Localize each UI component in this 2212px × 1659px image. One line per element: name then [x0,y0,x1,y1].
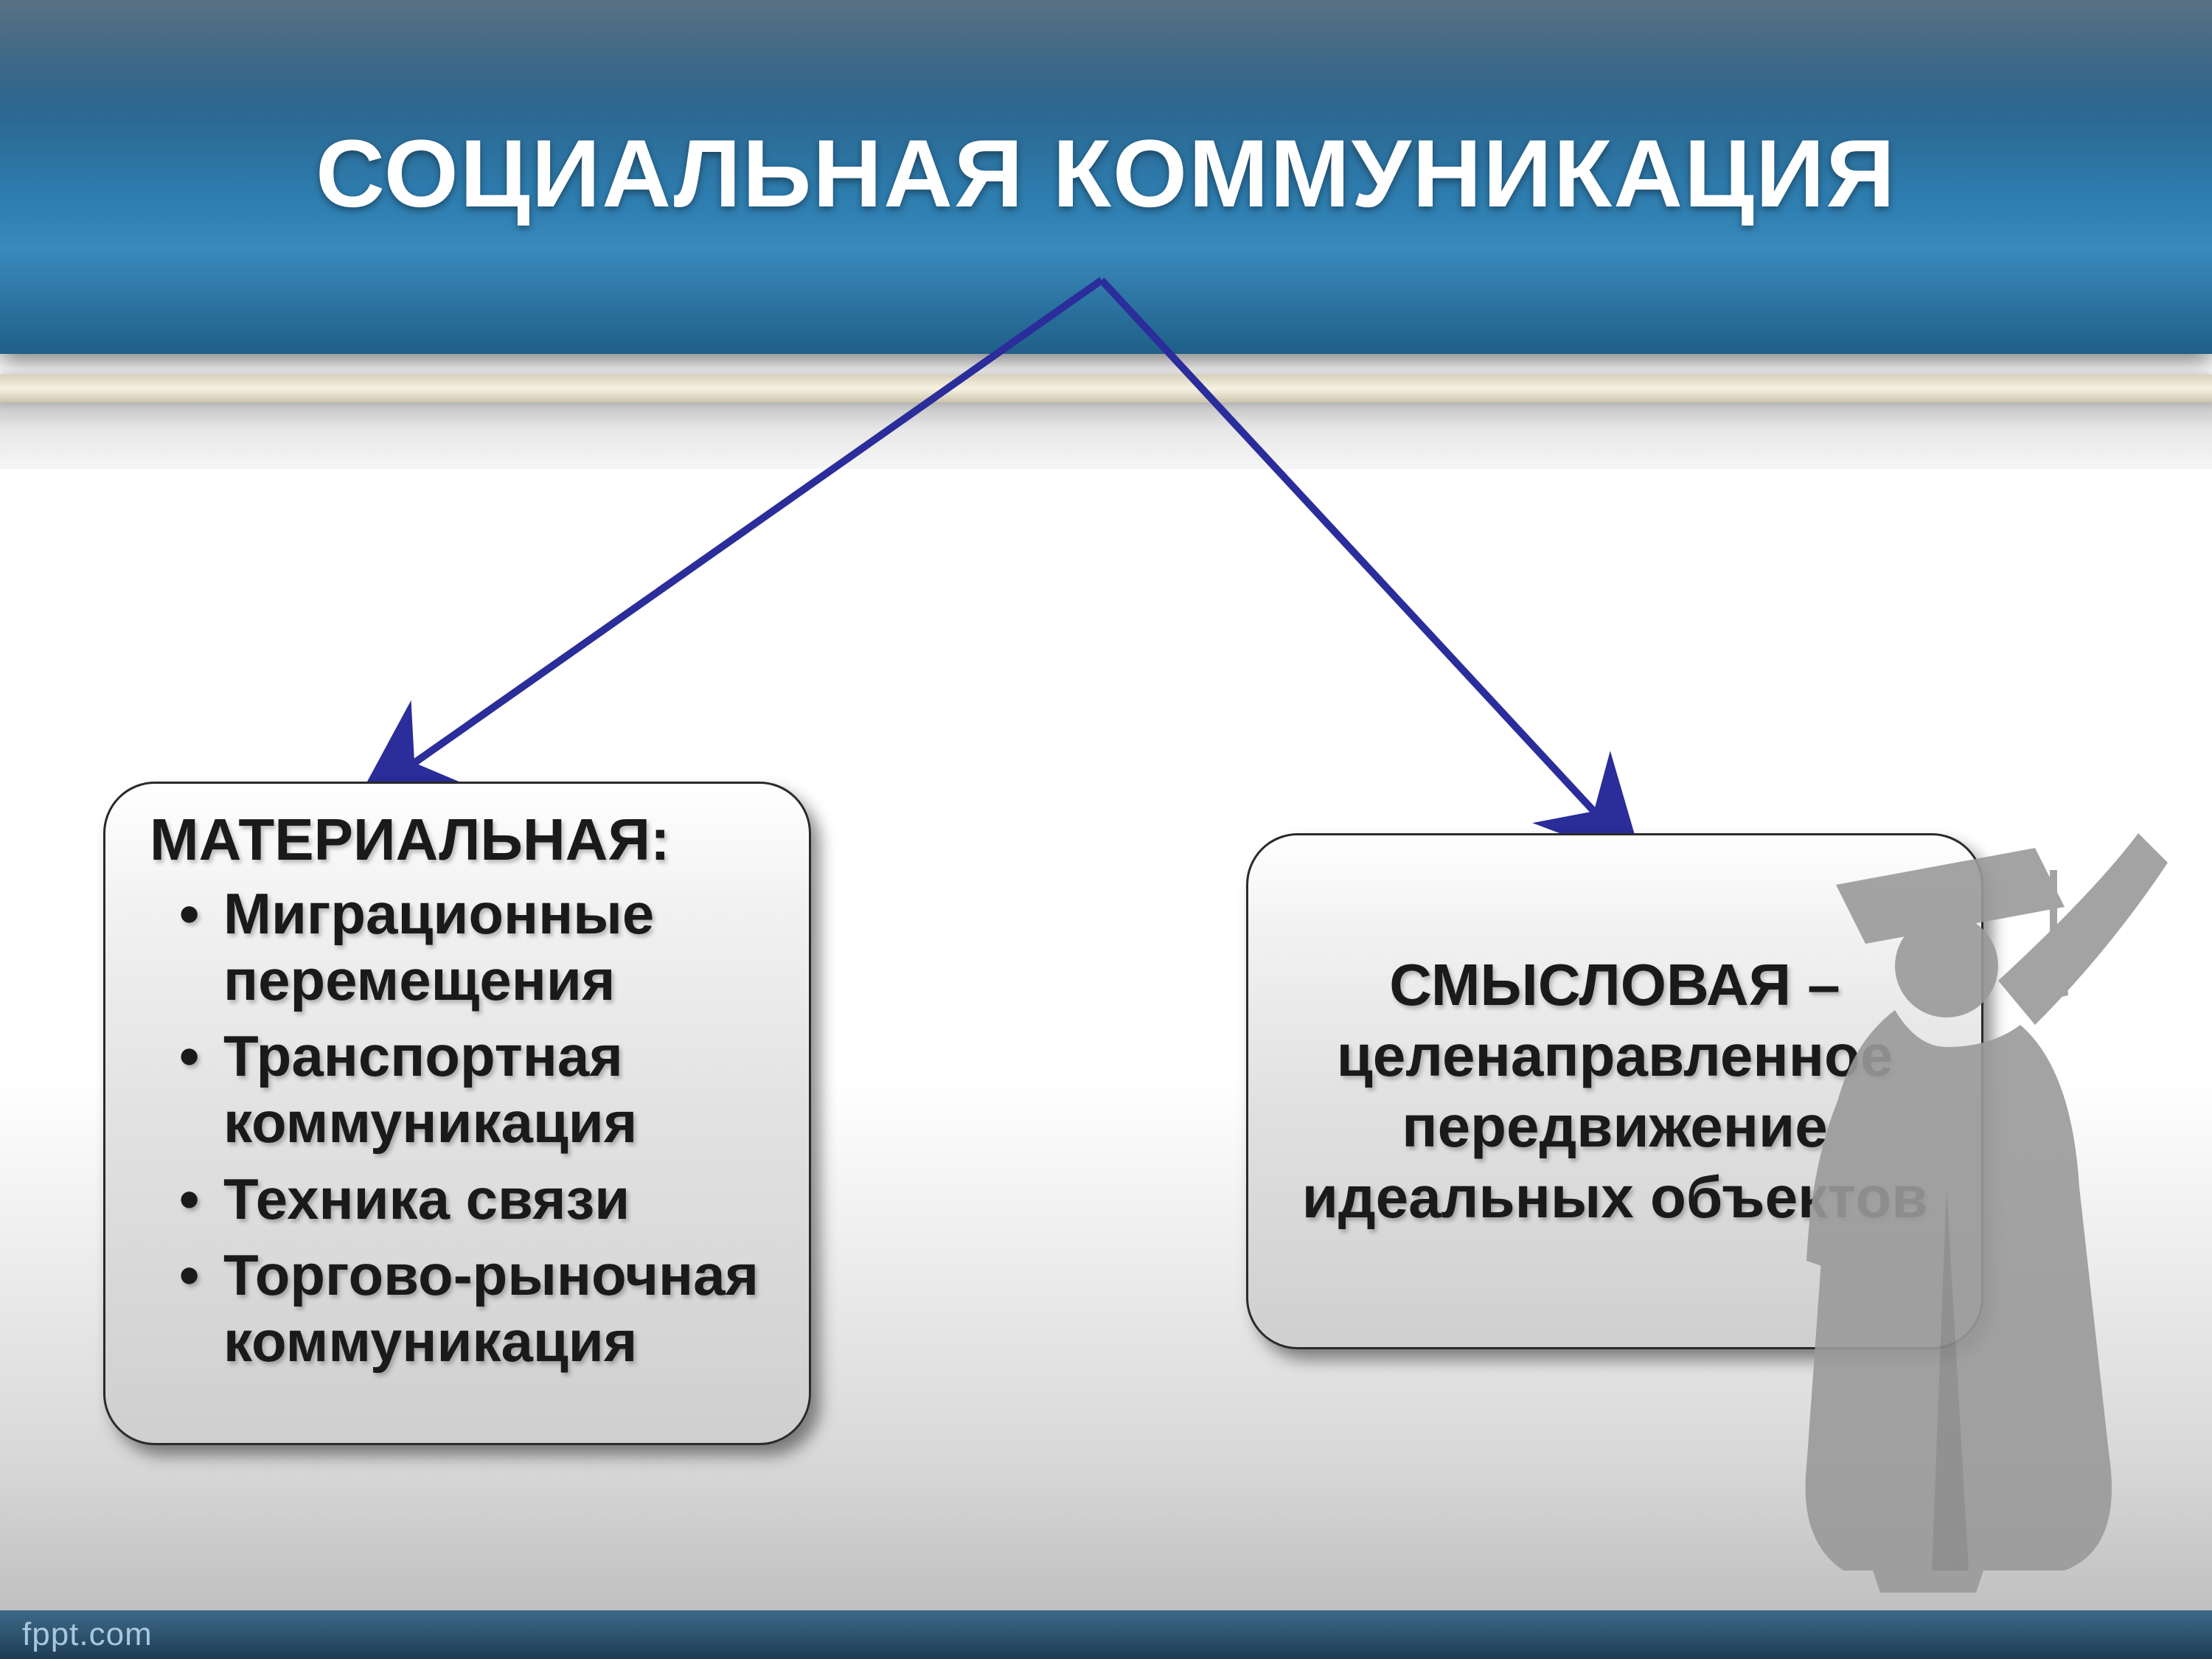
title-banner: СОЦИАЛЬНАЯ КОММУНИКАЦИЯ [0,0,2212,354]
banner-divider-shadow [0,403,2212,469]
graduate-silhouette-icon [1652,804,2183,1615]
box-material-content: МАТЕРИАЛЬНАЯ: Миграционные перемещения Т… [150,806,779,1445]
list-item: Транспортная коммуникация [179,1023,779,1155]
list-item: Техника связи [179,1166,779,1233]
box-material: МАТЕРИАЛЬНАЯ: Миграционные перемещения Т… [103,782,811,1445]
list-item: Торгово-рыночная коммуникация [179,1242,779,1374]
slide-title: СОЦИАЛЬНАЯ КОММУНИКАЦИЯ [0,118,2212,229]
list-item: Миграционные перемещения [179,881,779,1013]
footer-bar: fppt.com [0,1610,2212,1659]
banner-divider [0,375,2212,403]
slide-root: СОЦИАЛЬНАЯ КОММУНИКАЦИЯ МАТЕРИАЛЬНАЯ: Ми… [0,0,2212,1659]
box-material-heading: МАТЕРИАЛЬНАЯ: [150,806,779,874]
box-material-list: Миграционные перемещения Транспортная ко… [150,881,779,1375]
footer-watermark: fppt.com [22,1616,153,1653]
